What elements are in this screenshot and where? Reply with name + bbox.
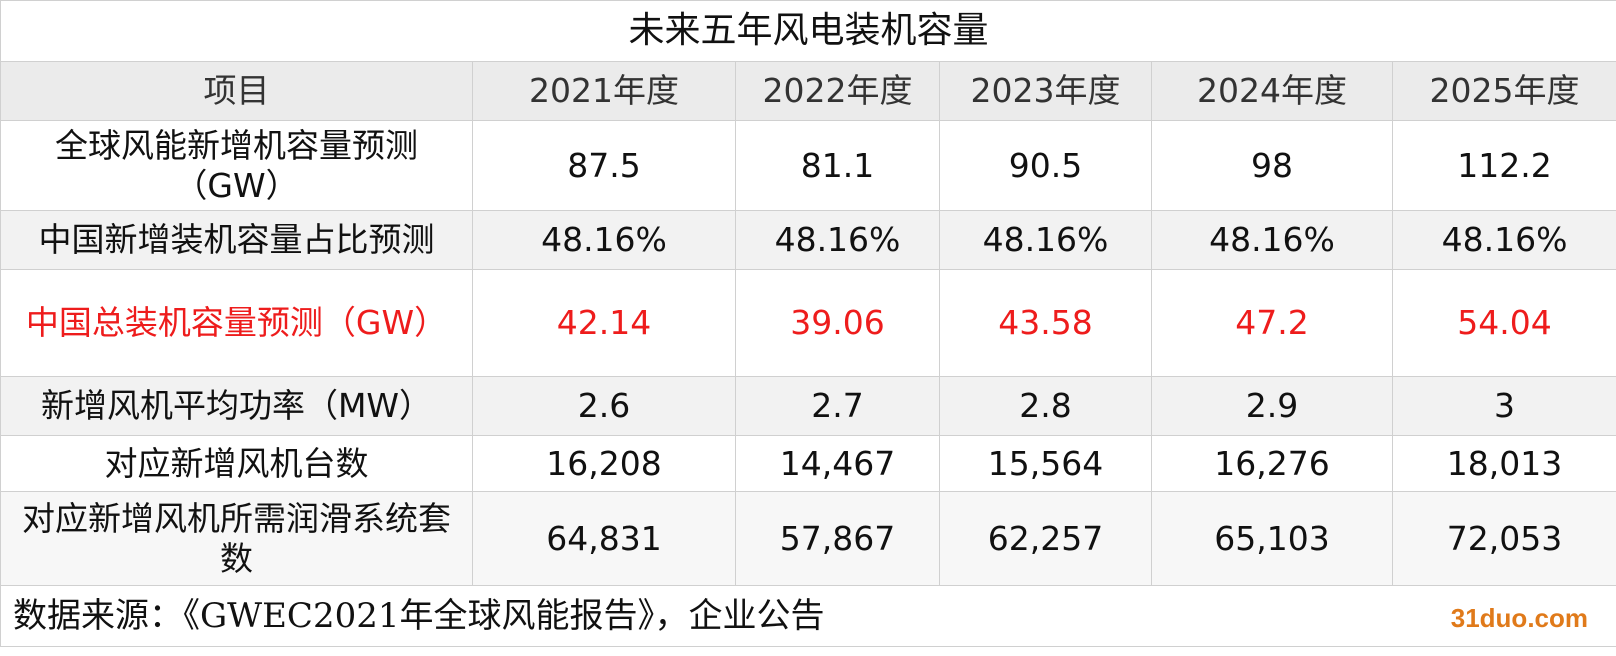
data-cell: 54.04 xyxy=(1391,269,1616,377)
table-row: 中国新增装机容量占比预测 48.16% 48.16% 48.16% 48.16% 48.1… xyxy=(0,210,1616,270)
data-cell: 16,208 xyxy=(472,435,736,492)
data-cell: 48.16% xyxy=(1151,210,1393,270)
row-label: 全球风能新增机容量预测（GW） xyxy=(0,120,473,211)
data-cell: 39.06 xyxy=(735,269,940,377)
table-row: 中国总装机容量预测（GW） 42.14 39.06 43.58 47.2 54.04 xyxy=(0,269,1616,377)
header-cell: 2023年度 xyxy=(939,61,1152,121)
table-title: 未来五年风电装机容量 xyxy=(0,0,1616,62)
data-cell: 43.58 xyxy=(939,269,1152,377)
row-label: 对应新增风机所需润滑系统套数 xyxy=(0,491,473,586)
data-cell: 57,867 xyxy=(735,491,940,586)
data-cell: 47.2 xyxy=(1151,269,1393,377)
source-note: 数据来源：《GWEC2021年全球风能报告》，企业公告 xyxy=(0,585,1616,647)
data-cell: 2.9 xyxy=(1151,376,1393,436)
data-cell: 98 xyxy=(1151,120,1393,211)
table-row: 全球风能新增机容量预测（GW） 87.5 81.1 90.5 98 112.2 xyxy=(0,120,1616,211)
data-cell: 48.16% xyxy=(1391,210,1616,270)
row-label: 新增风机平均功率（MW） xyxy=(0,376,473,436)
table-row: 对应新增风机台数 16,208 14,467 15,564 16,276 18,013 xyxy=(0,435,1616,492)
data-cell: 62,257 xyxy=(939,491,1152,586)
data-cell: 72,053 xyxy=(1391,491,1616,586)
data-cell: 64,831 xyxy=(472,491,736,586)
row-label: 中国新增装机容量占比预测 xyxy=(0,210,473,270)
data-cell: 48.16% xyxy=(939,210,1152,270)
data-cell: 2.7 xyxy=(735,376,940,436)
data-cell: 18,013 xyxy=(1391,435,1616,492)
table-row: 新增风机平均功率（MW） 2.6 2.7 2.8 2.9 3 xyxy=(0,376,1616,436)
table-row: 项目 2021年度 2022年度 2023年度 2024年度 2025年度 xyxy=(0,61,1616,121)
data-cell: 112.2 xyxy=(1391,120,1616,211)
header-cell: 2024年度 xyxy=(1151,61,1393,121)
data-cell: 81.1 xyxy=(735,120,940,211)
header-cell: 2021年度 xyxy=(472,61,736,121)
data-cell: 87.5 xyxy=(472,120,736,211)
data-cell: 48.16% xyxy=(472,210,736,270)
data-cell: 42.14 xyxy=(472,269,736,377)
data-cell: 16,276 xyxy=(1151,435,1393,492)
table-row: 数据来源：《GWEC2021年全球风能报告》，企业公告 xyxy=(0,585,1616,647)
header-cell: 项目 xyxy=(0,61,473,121)
table-row: 对应新增风机所需润滑系统套数 64,831 57,867 62,257 65,103 72… xyxy=(0,491,1616,586)
row-label: 中国总装机容量预测（GW） xyxy=(0,269,473,377)
row-label: 对应新增风机台数 xyxy=(0,435,473,492)
data-cell: 14,467 xyxy=(735,435,940,492)
data-cell: 3 xyxy=(1391,376,1616,436)
watermark: 31duo.com xyxy=(1450,603,1588,633)
data-cell: 2.6 xyxy=(472,376,736,436)
header-cell: 2022年度 xyxy=(735,61,940,121)
data-cell: 15,564 xyxy=(939,435,1152,492)
data-cell: 2.8 xyxy=(939,376,1152,436)
data-cell: 48.16% xyxy=(735,210,940,270)
header-cell: 2025年度 xyxy=(1391,61,1616,121)
data-cell: 90.5 xyxy=(939,120,1152,211)
data-cell: 65,103 xyxy=(1151,491,1393,586)
